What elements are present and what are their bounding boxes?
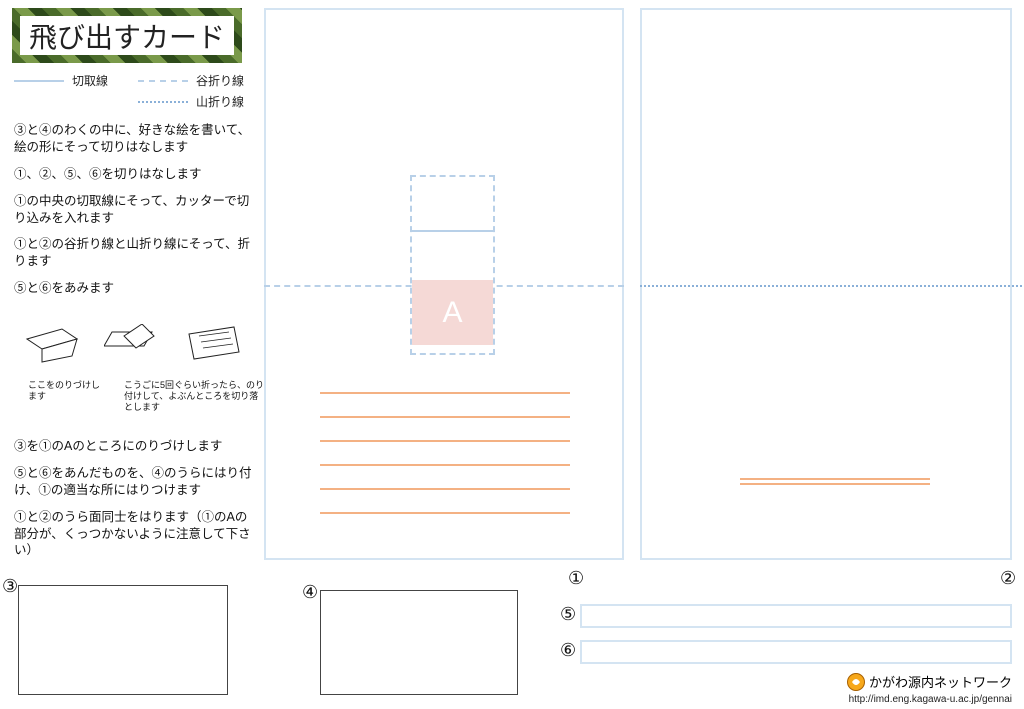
diagram-1 [22,324,82,364]
diagram-2 [104,324,159,364]
valley-line-sample [138,80,188,82]
legend-valley: 谷折り線 [196,72,244,89]
instruction-5: ⑤と⑥をあみます [14,280,254,297]
num-5: ⑤ [560,604,576,625]
writing-lines-panel1 [320,392,570,536]
cut-line-sample [14,80,64,82]
a-box-fill: A [412,280,493,345]
instructions-2: ③を①のAのところにのりづけします ⑤と⑥をあんだものを、④のうらにはり付け、①… [14,438,254,569]
legend-mountain: 山折り線 [196,93,244,110]
diagram-caption-left: ここをのりづけします [28,380,108,402]
drawing-box-3 [18,585,228,695]
footer-url: http://imd.eng.kagawa-u.ac.jp/gennai [849,694,1012,705]
fold-diagrams: ここをのりづけします こうごに5回ぐらい折ったら、のり付けして、よぶんところを切… [14,330,254,390]
instruction-3: ①の中央の切取線にそって、カッターで切り込みを入れます [14,193,254,227]
mountain-line-sample [138,101,188,103]
diagram-caption-right: こうごに5回ぐらい折ったら、のり付けして、よぶんところを切り落とします [124,380,264,412]
instruction-2: ①、②、⑤、⑥を切りはなします [14,166,254,183]
num-1: ① [568,568,584,589]
writing-lines-panel2 [740,478,930,488]
drawing-box-4 [320,590,518,695]
a-box-cut-top [410,230,495,232]
logo-icon [847,673,865,691]
strip-5 [580,604,1012,628]
num-3: ③ [2,576,18,597]
instructions: ③と④のわくの中に、好きな絵を書いて、絵の形にそって切りはなします ①、②、⑤、… [14,122,254,307]
num-2: ② [1000,568,1016,589]
strip-6 [580,640,1012,664]
title-text: 飛び出すカード [29,16,225,56]
instruction-7: ⑤と⑥をあんだものを、④のうらにはり付け、①の適当な所にはりつけます [14,465,254,499]
instruction-6: ③を①のAのところにのりづけします [14,438,254,455]
instruction-4: ①と②の谷折り線と山折り線にそって、折ります [14,236,254,270]
instruction-8: ①と②のうら面同士をはります（①のAの部分が、くっつかないように注意して下さい） [14,509,254,560]
legend-cut: 切取線 [72,72,108,89]
num-6: ⑥ [560,640,576,661]
legend: 切取線 谷折り線 山折り線 [14,72,254,114]
diagram-3 [184,324,244,364]
a-label: A [442,296,462,330]
title-box: 飛び出すカード [12,8,242,63]
num-4: ④ [302,582,318,603]
footer-org: かがわ源内ネットワーク [847,672,1012,691]
instruction-1: ③と④のわくの中に、好きな絵を書いて、絵の形にそって切りはなします [14,122,254,156]
footer-org-text: かがわ源内ネットワーク [869,672,1012,691]
panel2-mountain-fold [640,285,1022,287]
